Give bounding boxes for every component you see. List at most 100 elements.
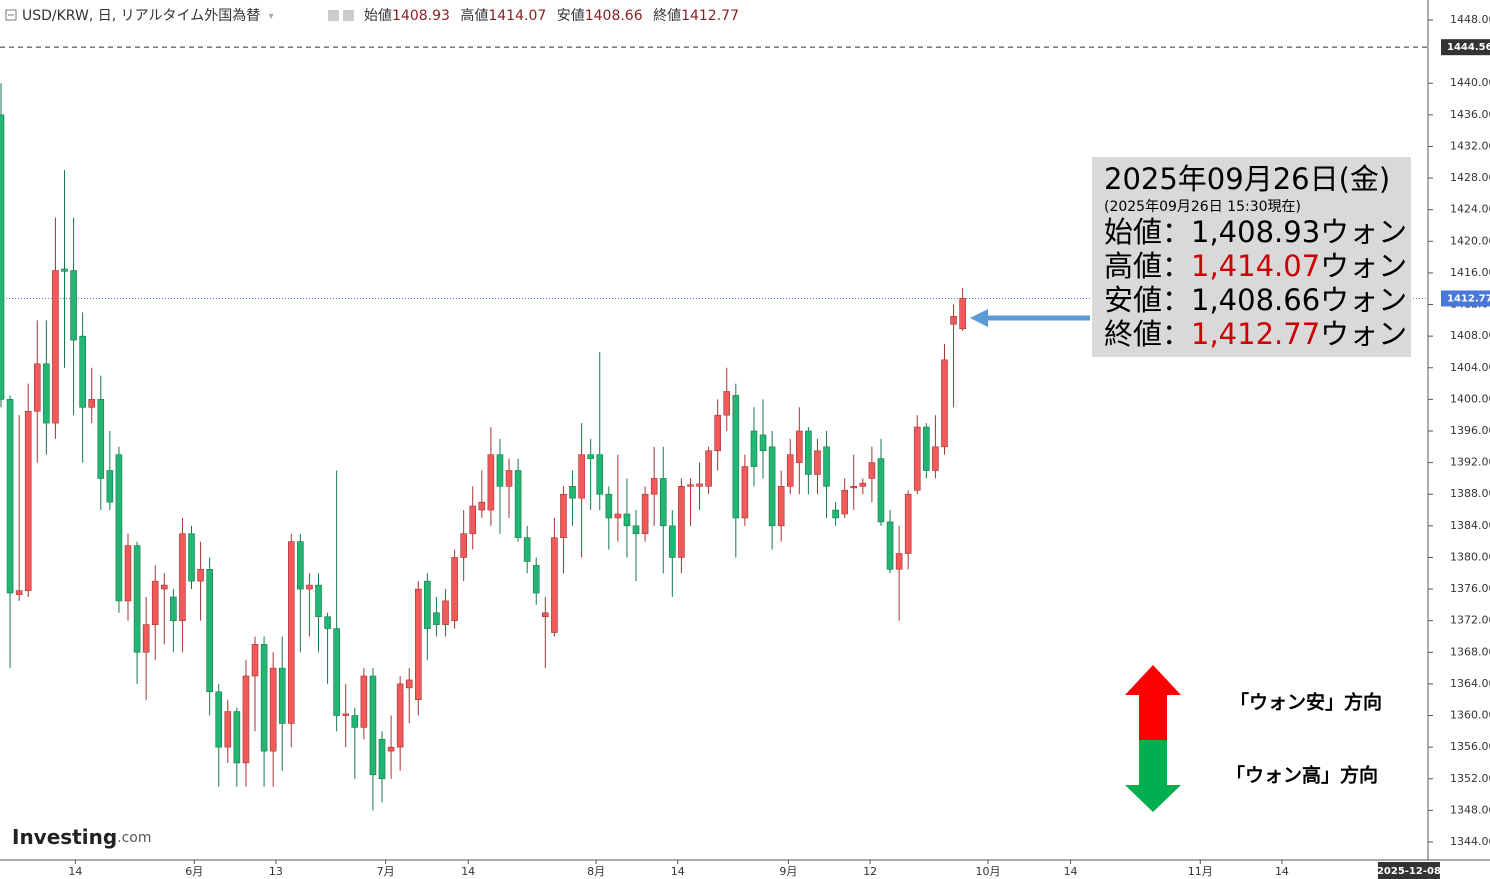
annotation-value: 1,408.93 bbox=[1191, 215, 1320, 249]
y-tick-label: 1364.00 bbox=[1450, 677, 1490, 690]
down-arrow bbox=[1125, 740, 1181, 812]
candle-body bbox=[242, 675, 250, 764]
candle-body bbox=[578, 454, 585, 499]
candle-body bbox=[179, 533, 186, 621]
ohlc-label: 始値 bbox=[364, 8, 392, 24]
candle-body bbox=[714, 414, 721, 452]
annotation-line: 終値：1,412.77ウォン bbox=[1104, 317, 1407, 351]
annotation-lines: 始値：1,408.93ウォン高値：1,414.07ウォン安値：1,408.66ウ… bbox=[1104, 215, 1407, 351]
candle-body bbox=[841, 489, 848, 515]
candle-body bbox=[224, 711, 232, 748]
y-tick-label: 1372.00 bbox=[1450, 614, 1490, 627]
annotation-label: 高値： bbox=[1104, 249, 1191, 283]
x-tick-label: 12 bbox=[863, 865, 877, 878]
up-arrow bbox=[1125, 665, 1181, 740]
y-tick-label: 1368.00 bbox=[1450, 645, 1490, 658]
candle-body bbox=[324, 616, 331, 629]
annotation-unit: ウォン bbox=[1320, 249, 1407, 283]
annotation-unit: ウォン bbox=[1320, 283, 1407, 317]
y-tick-label: 1400.00 bbox=[1450, 392, 1490, 405]
candle-body bbox=[768, 446, 776, 527]
y-tick-label: 1360.00 bbox=[1450, 709, 1490, 722]
candle-body bbox=[351, 715, 359, 728]
candle-body bbox=[786, 454, 794, 487]
icon[interactable] bbox=[343, 10, 354, 21]
y-tick-label: 1388.00 bbox=[1450, 487, 1490, 500]
candle-body bbox=[641, 493, 649, 535]
candle-body bbox=[460, 533, 467, 558]
candle-body bbox=[33, 363, 41, 412]
icon[interactable] bbox=[328, 10, 339, 21]
direction-down-label: 「ウォン高」方向 bbox=[1226, 764, 1378, 787]
candle-body bbox=[741, 466, 749, 519]
y-tick-label: 1420.00 bbox=[1450, 234, 1490, 247]
candle-body bbox=[950, 316, 957, 325]
x-tick-label: 6月 bbox=[185, 865, 203, 878]
candle-body bbox=[923, 426, 930, 471]
candle-body bbox=[523, 537, 531, 562]
collapse-icon[interactable] bbox=[5, 9, 17, 21]
annotation-label: 始値： bbox=[1104, 215, 1191, 249]
candle-body bbox=[106, 470, 114, 503]
candle-body bbox=[587, 454, 594, 459]
y-tick-label: 1428.00 bbox=[1450, 171, 1490, 184]
candle-body bbox=[79, 335, 86, 408]
y-tick-label: 1432.00 bbox=[1450, 139, 1490, 152]
dropdown[interactable]: ▾ bbox=[269, 11, 274, 22]
candle-body bbox=[551, 537, 558, 633]
candle-body bbox=[342, 713, 350, 716]
price-label: 1412.77 bbox=[1447, 293, 1490, 304]
annotation-unit: ウォン bbox=[1320, 317, 1407, 351]
logo-brand: Investing bbox=[12, 825, 117, 849]
candle-body bbox=[43, 363, 50, 424]
candle-body bbox=[678, 486, 685, 558]
y-tick-label: 1392.00 bbox=[1450, 456, 1490, 469]
ohlc-value: 1408.66 bbox=[585, 8, 643, 24]
ohlc-label: 安値 bbox=[557, 8, 585, 24]
logo-suffix: .com bbox=[117, 830, 151, 846]
candle-body bbox=[623, 513, 631, 527]
candle-body bbox=[832, 509, 839, 519]
candle-body bbox=[805, 430, 812, 475]
annotation-label: 安値： bbox=[1104, 283, 1191, 317]
candle-body bbox=[287, 541, 295, 724]
candle-body bbox=[369, 675, 377, 776]
annotation-unit: ウォン bbox=[1320, 215, 1407, 249]
pointer-arrow-head bbox=[970, 309, 988, 327]
ohlc-value: 1412.77 bbox=[681, 8, 739, 24]
y-tick-label: 1344.00 bbox=[1450, 835, 1490, 848]
candle-body bbox=[15, 590, 23, 595]
candle-body bbox=[723, 391, 731, 416]
annotation-asof: (2025年09月26日 15:30現在) bbox=[1104, 199, 1301, 215]
candle-body bbox=[569, 486, 576, 499]
plot-area bbox=[0, 46, 1428, 811]
candle-body bbox=[0, 114, 5, 400]
candle-body bbox=[496, 454, 504, 487]
candle-body bbox=[378, 738, 386, 780]
candle-body bbox=[596, 454, 604, 495]
candle-body bbox=[659, 478, 667, 527]
price-label-box bbox=[1441, 39, 1490, 56]
candle-body bbox=[560, 493, 567, 538]
annotation-value: 1,414.07 bbox=[1191, 249, 1320, 283]
candle-body bbox=[605, 493, 613, 519]
candle-body bbox=[360, 675, 368, 728]
candle-body bbox=[233, 711, 241, 764]
candle-body bbox=[850, 486, 858, 489]
y-tick-label: 1348.00 bbox=[1450, 803, 1490, 816]
candle-body bbox=[278, 667, 286, 724]
candle-body bbox=[61, 268, 68, 272]
candle-body bbox=[170, 596, 177, 621]
candle-body bbox=[306, 584, 313, 590]
ohlc-value: 1408.93 bbox=[392, 8, 450, 24]
header: USD/KRW, 日, リアルタイム外国為替 ▾ bbox=[22, 8, 274, 24]
ohlc-label: 高値 bbox=[460, 7, 488, 24]
x-tick-label: 10月 bbox=[976, 865, 1001, 878]
candle-body bbox=[868, 462, 876, 479]
annotation-line: 高値：1,414.07ウォン bbox=[1104, 249, 1407, 283]
x-tick-label: 11月 bbox=[1188, 865, 1213, 878]
y-tick-label: 1396.00 bbox=[1450, 424, 1490, 437]
annotation-label: 終値： bbox=[1104, 317, 1191, 351]
candle-body bbox=[197, 569, 204, 582]
